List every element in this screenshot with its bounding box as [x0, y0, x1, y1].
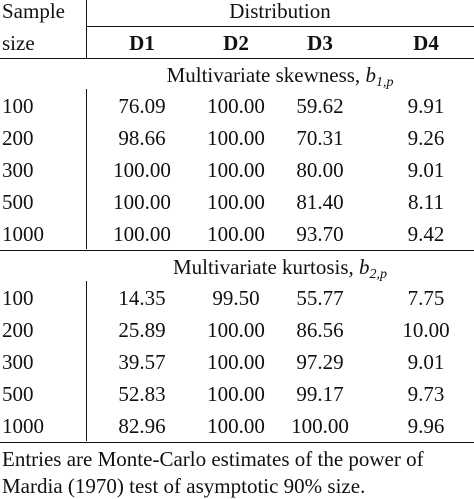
value-cell-d1: 100.00: [113, 222, 171, 246]
value-cell-d3: 86.56: [296, 318, 344, 342]
value-cell-d2: 100.00: [207, 350, 265, 374]
sample-size-cell: 100: [2, 286, 34, 310]
sample-size-cell: 300: [2, 350, 34, 374]
sample-size-header-line2: size: [2, 31, 35, 55]
value-cell-d2: 99.50: [212, 286, 260, 310]
value-cell-d4: 9.01: [407, 158, 445, 182]
value-cell-d3: 55.77: [296, 286, 344, 310]
value-cell-d3: 59.62: [296, 94, 344, 118]
value-cell-d1: 98.66: [118, 126, 166, 150]
value-cell-d4: 9.42: [407, 222, 445, 246]
section-label-subscript: 1,p: [375, 75, 394, 90]
footnote-line1: Entries are Monte-Carlo estimates of the…: [2, 447, 424, 471]
section-label-symbol: b: [365, 63, 376, 87]
sample-size-cell: 200: [2, 126, 34, 150]
value-cell-d2: 100.00: [207, 414, 265, 438]
sample-size-header-line1: Sample: [2, 0, 65, 23]
value-cell-d2: 100.00: [207, 94, 265, 118]
section-label-kurtosis: Multivariate kurtosis, b2,p: [86, 257, 474, 282]
value-cell-d3: 99.17: [296, 382, 344, 406]
distribution-header: Distribution: [229, 0, 331, 23]
section-divider-rule: [0, 250, 474, 251]
table-bottom-rule: [0, 442, 474, 443]
value-cell-d4: 9.01: [407, 350, 445, 374]
value-cell-d3: 93.70: [296, 222, 344, 246]
value-cell-d2: 100.00: [207, 158, 265, 182]
sample-size-cell: 500: [2, 190, 34, 214]
footnote-line2: Mardia (1970) test of asymptotic 90% siz…: [2, 474, 366, 498]
value-cell-d1: 52.83: [118, 382, 166, 406]
sample-size-cell: 100: [2, 94, 34, 118]
value-cell-d2: 100.00: [207, 222, 265, 246]
value-cell-d1: 14.35: [118, 286, 166, 310]
section-label-skewness: Multivariate skewness, b1,p: [86, 65, 474, 90]
value-cell-d2: 100.00: [207, 382, 265, 406]
section1-vertical-divider: [86, 89, 87, 249]
value-cell-d1: 25.89: [118, 318, 166, 342]
section-label-text: Multivariate kurtosis,: [172, 255, 360, 279]
value-cell-d1: 39.57: [118, 350, 166, 374]
value-cell-d3: 97.29: [296, 350, 344, 374]
value-cell-d3: 70.31: [296, 126, 344, 150]
distribution-underline: [86, 26, 474, 27]
value-cell-d4: 9.96: [407, 414, 445, 438]
value-cell-d3: 80.00: [296, 158, 344, 182]
value-cell-d2: 100.00: [207, 318, 265, 342]
column-header-d2: D2: [223, 31, 249, 55]
value-cell-d4: 7.75: [407, 286, 445, 310]
section2-vertical-divider: [86, 281, 87, 441]
value-cell-d1: 100.00: [113, 190, 171, 214]
value-cell-d2: 100.00: [207, 190, 265, 214]
section-label-text: Multivariate skewness,: [166, 63, 366, 87]
section-label-symbol: b: [359, 255, 370, 279]
column-header-d1: D1: [129, 31, 155, 55]
sample-size-cell: 300: [2, 158, 34, 182]
value-cell-d4: 9.91: [407, 94, 445, 118]
sample-size-cell: 200: [2, 318, 34, 342]
column-header-d3: D3: [307, 31, 333, 55]
header-vertical-divider: [86, 0, 87, 58]
section-label-subscript: 2,p: [369, 267, 388, 282]
value-cell-d2: 100.00: [207, 126, 265, 150]
value-cell-d3: 81.40: [296, 190, 344, 214]
header-bottom-rule: [0, 58, 474, 59]
sample-size-cell: 1000: [2, 414, 44, 438]
value-cell-d4: 9.26: [407, 126, 445, 150]
value-cell-d1: 82.96: [118, 414, 166, 438]
value-cell-d4: 10.00: [402, 318, 450, 342]
value-cell-d3: 100.00: [291, 414, 349, 438]
value-cell-d1: 100.00: [113, 158, 171, 182]
column-header-d4: D4: [413, 31, 439, 55]
value-cell-d1: 76.09: [118, 94, 166, 118]
sample-size-cell: 500: [2, 382, 34, 406]
sample-size-cell: 1000: [2, 222, 44, 246]
value-cell-d4: 9.73: [407, 382, 445, 406]
value-cell-d4: 8.11: [408, 190, 444, 214]
